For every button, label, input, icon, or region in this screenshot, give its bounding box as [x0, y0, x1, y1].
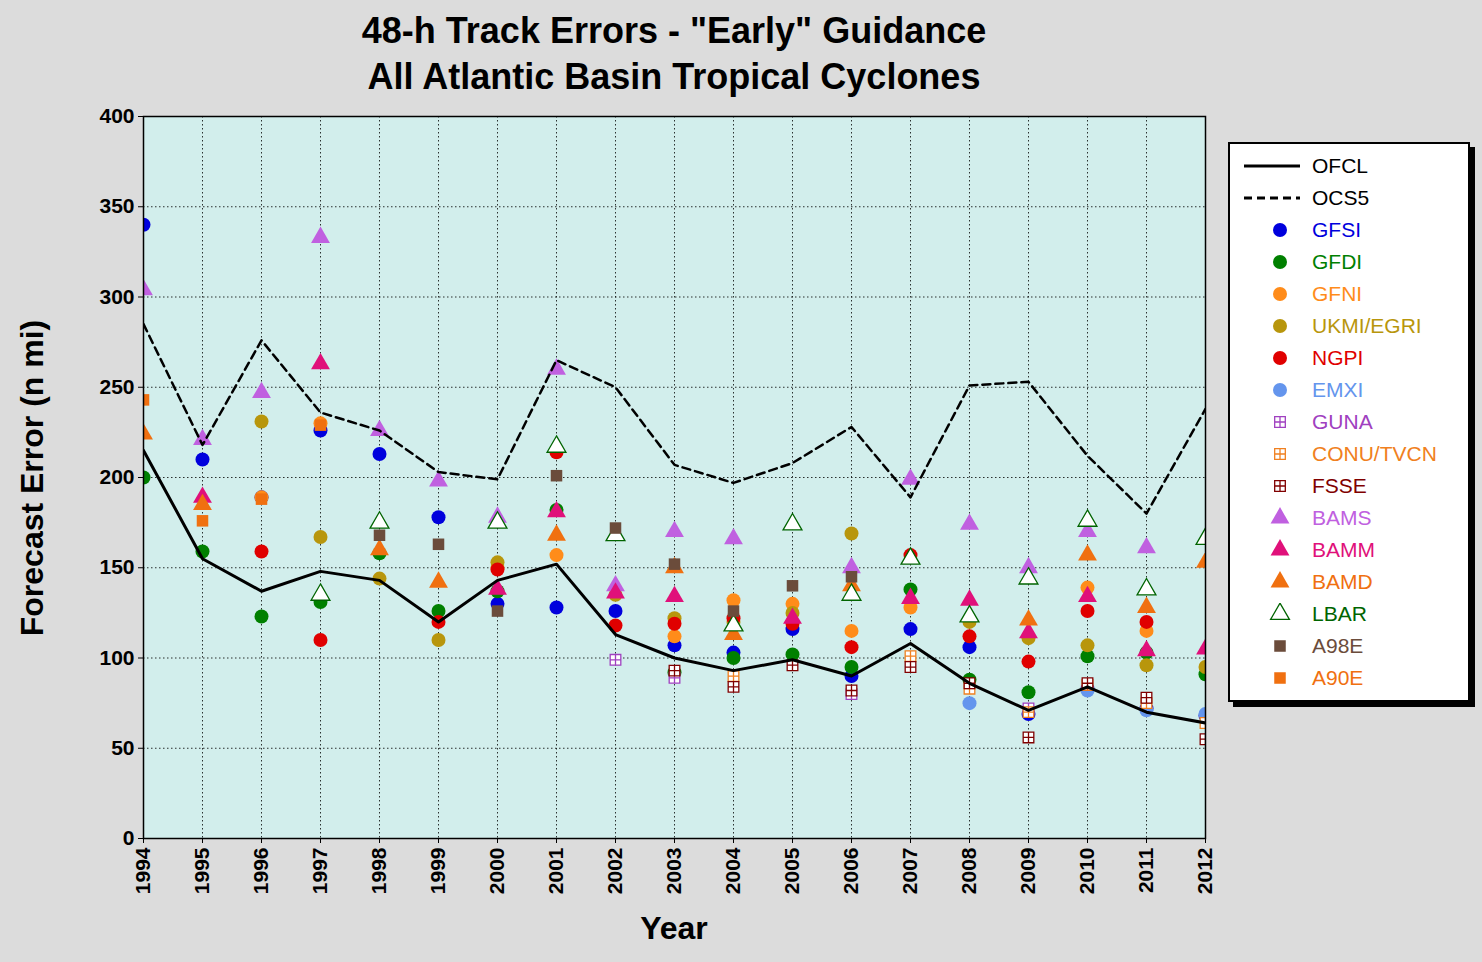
- svg-text:2012: 2012: [1193, 848, 1216, 895]
- svg-text:1997: 1997: [308, 848, 331, 895]
- svg-text:300: 300: [99, 285, 134, 308]
- html-text:FSSE: FSSE: [1312, 474, 1367, 497]
- svg-text:2009: 2009: [1016, 848, 1039, 895]
- html-text:All Atlantic Basin Tropical Cy: All Atlantic Basin Tropical Cyclones: [367, 56, 981, 97]
- html-text:BAMM: BAMM: [1312, 538, 1375, 561]
- svg-text:2007: 2007: [898, 848, 921, 895]
- html-text:Forecast Error (n mi): Forecast Error (n mi): [13, 319, 50, 637]
- svg-text:1994: 1994: [131, 847, 154, 894]
- svg-text:2001: 2001: [544, 847, 567, 894]
- html-text:NGPI: NGPI: [1312, 346, 1364, 369]
- svg-text:2010: 2010: [1075, 848, 1098, 895]
- html-text:A90E: A90E: [1312, 666, 1364, 689]
- html-text:LBAR: LBAR: [1312, 602, 1367, 625]
- svg-text:50: 50: [111, 736, 134, 759]
- html-text:A98E: A98E: [1312, 634, 1364, 657]
- svg-text:100: 100: [99, 646, 134, 669]
- html-text:CONU/TVCN: CONU/TVCN: [1312, 442, 1437, 465]
- html-text:OFCL: OFCL: [1312, 154, 1368, 177]
- html-text:48-h Track Errors - "Early" Gu: 48-h Track Errors - "Early" Guidance: [361, 10, 987, 51]
- svg-text:2003: 2003: [662, 848, 685, 895]
- svg-text:2004: 2004: [721, 847, 744, 894]
- svg-text:400: 400: [99, 105, 134, 127]
- html-text:EMXI: EMXI: [1312, 378, 1364, 401]
- svg-text:2002: 2002: [603, 848, 626, 895]
- svg-text:2008: 2008: [957, 847, 980, 894]
- svg-text:150: 150: [99, 555, 134, 578]
- svg-text:1999: 1999: [426, 848, 449, 895]
- svg-text:2011: 2011: [1134, 847, 1157, 893]
- svg-text:1998: 1998: [367, 847, 390, 894]
- html-text:GFSI: GFSI: [1312, 218, 1361, 241]
- svg-text:2006: 2006: [839, 848, 862, 895]
- svg-text:1996: 1996: [249, 848, 272, 895]
- html-text:GFDI: GFDI: [1312, 250, 1363, 273]
- html-text:BAMS: BAMS: [1312, 506, 1372, 529]
- svg-text:200: 200: [99, 465, 134, 488]
- html-text:UKMI/EGRI: UKMI/EGRI: [1312, 314, 1422, 337]
- html-text:Year: Year: [640, 910, 708, 946]
- html-text:BAMD: BAMD: [1312, 570, 1373, 593]
- svg-text:2000: 2000: [485, 848, 508, 895]
- svg-text:1995: 1995: [190, 847, 213, 894]
- html-text:GUNA: GUNA: [1312, 410, 1373, 433]
- html-text:GFNI: GFNI: [1312, 282, 1363, 305]
- html-text:OCS5: OCS5: [1312, 186, 1370, 209]
- svg-text:350: 350: [99, 194, 134, 217]
- svg-text:250: 250: [99, 375, 134, 398]
- svg-text:0: 0: [123, 826, 135, 849]
- svg-text:2005: 2005: [780, 847, 803, 894]
